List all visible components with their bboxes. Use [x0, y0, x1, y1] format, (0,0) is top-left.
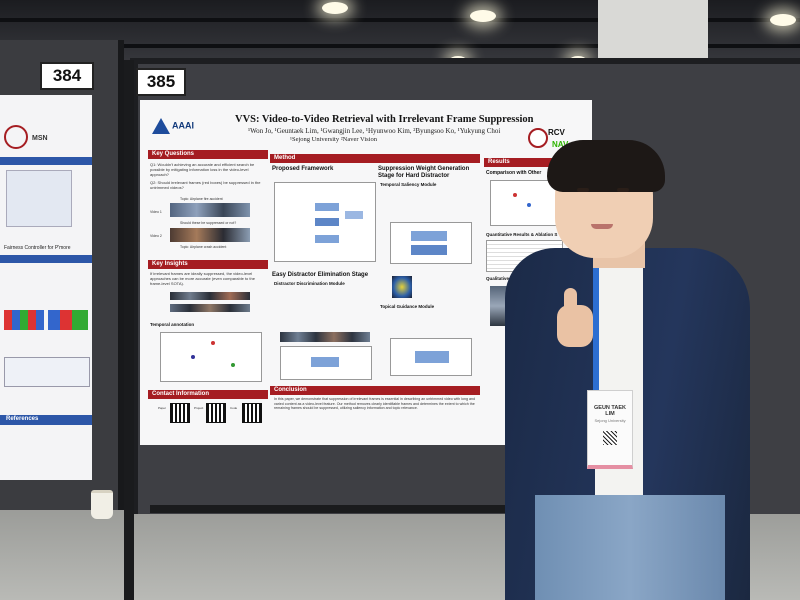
main-board-number: 385: [136, 68, 186, 96]
name-badge: GEUN TAEK LIM Sejong University: [587, 390, 633, 469]
temporal-saliency-heading: Temporal Saliency Module: [380, 182, 437, 187]
question-1: Q1: Wouldn't achieving an accurate and e…: [150, 162, 255, 177]
badge-affiliation: Sejong University: [594, 418, 626, 423]
left-poster-line-figure: [4, 357, 90, 387]
section-method: Method: [270, 154, 480, 163]
thumbs-up-hand-icon: [557, 305, 593, 347]
plot-point: [191, 355, 195, 359]
left-poster-header: [0, 255, 92, 263]
left-poster-bar-figure: [48, 310, 88, 330]
left-poster-logo: MSN: [32, 135, 48, 142]
left-poster-references-heading: References: [6, 416, 39, 422]
conclusion-text: In this paper, we demonstrate that suppr…: [274, 397, 475, 410]
ceiling-lamp: [322, 2, 348, 14]
section-key-questions: Key Questions: [148, 150, 268, 159]
quantitative-heading: Quantitative Results & Ablation S: [486, 232, 558, 237]
ceiling-truss: [0, 44, 800, 48]
video-1-frames: [170, 203, 250, 217]
sejong-seal-icon: [528, 128, 548, 148]
left-poster: MSN Fairness Controller for P'more Refer…: [0, 95, 92, 480]
hair: [547, 140, 665, 192]
smile: [591, 224, 613, 229]
university-seal-icon: [4, 125, 28, 149]
ceiling-lamp: [770, 14, 796, 26]
left-poster-header: [0, 415, 92, 425]
figure-video-2: Video 2: [150, 234, 162, 238]
board-stand: [124, 60, 134, 600]
thumb: [564, 288, 577, 312]
left-poster-caption: Fairness Controller for P'more: [4, 245, 71, 251]
diagram-block: [411, 245, 447, 255]
qr-label: Code: [230, 406, 238, 410]
easy-distractor-heading: Easy Distractor Elimination Stage: [272, 272, 369, 278]
insight-scatter-plot: [160, 332, 262, 382]
aaai-logo: AAAI: [152, 118, 194, 134]
diagram-block: [315, 218, 339, 226]
topical-guidance-heading: Topical Guidance Module: [380, 304, 435, 309]
topical-guidance-diagram: [390, 338, 472, 376]
code-qr-code: [242, 403, 262, 423]
paper-qr-code: [170, 403, 190, 423]
distractor-frames-row: [280, 332, 370, 342]
saliency-heatmap: [392, 276, 412, 298]
section-contact: Contact Information: [148, 390, 268, 399]
ceiling-lamp: [470, 10, 496, 22]
qr-label: Paper: [158, 406, 167, 410]
key-insight-text: If irrelevant frames are ideally suppres…: [150, 271, 255, 286]
diagram-block: [415, 351, 449, 363]
ceiling-truss: [0, 18, 800, 22]
framework-diagram: [274, 182, 376, 262]
jeans: [535, 495, 725, 600]
figure-topic-2: Topic: Airplane crash accident: [180, 245, 227, 249]
question-2: Q2: Should irrelevant frames (red boxes)…: [150, 180, 261, 190]
presenter: GEUN TAEK LIM Sejong University: [495, 140, 765, 600]
plot-point: [513, 193, 517, 197]
proposed-framework-heading: Proposed Framework: [272, 166, 334, 172]
figure-topic-1: Topic: Airplane fire accident: [180, 197, 223, 201]
board-stand: [150, 505, 590, 513]
poster-title: VVS: Video-to-Video Retrieval with Irrel…: [235, 114, 534, 125]
section-results: Results: [484, 158, 564, 167]
distractor-diagram: [280, 346, 372, 380]
figure-question: Should these be suppressed or not?: [180, 221, 237, 225]
diagram-block: [345, 211, 363, 219]
left-poster-figure: [6, 170, 72, 227]
section-key-insights: Key Insights: [148, 260, 268, 269]
rcv-logo: RCV: [548, 128, 565, 137]
paper-cup: [91, 490, 113, 519]
plot-point: [211, 341, 215, 345]
qualitative-heading: Qualitative Results: [486, 276, 527, 281]
figure-video-1: Video 1: [150, 210, 162, 214]
naver-logo: NAV: [552, 140, 569, 149]
insight-frames-row: [170, 292, 250, 300]
diagram-block: [315, 203, 339, 211]
poster-affiliations: ¹Sejong University ²Naver Vision: [290, 136, 377, 143]
diagram-block: [315, 235, 339, 243]
video-2-frames: [170, 228, 250, 242]
distractor-discrimination-heading: Distractor Discrimination Module: [274, 281, 345, 286]
plot-point: [231, 363, 235, 367]
lanyard: [593, 268, 599, 408]
eye: [617, 188, 629, 192]
weight-generation-heading: Suppression Weight Generation Stage for …: [378, 166, 470, 179]
plot-point: [527, 203, 531, 207]
section-conclusion: Conclusion: [270, 386, 480, 395]
comparison-heading: Comparison with Other: [486, 170, 542, 176]
left-poster-bar-figure: [4, 310, 44, 330]
eye: [577, 188, 589, 192]
insight-frames-row: [170, 304, 250, 312]
diagram-block: [411, 231, 447, 241]
poster-authors: ¹Won Jo, ¹Geuntaek Lim, ¹Gwangjin Lee, ¹…: [248, 127, 501, 135]
badge-name: GEUN TAEK LIM: [594, 405, 626, 417]
saliency-diagram: [390, 222, 472, 264]
temporal-annotation-heading: Temporal annotation: [150, 322, 195, 327]
aaai-logo-text: AAAI: [172, 120, 194, 131]
left-board-number: 384: [40, 62, 94, 90]
project-qr-code: [206, 403, 226, 423]
badge-qr-code: [603, 431, 617, 445]
left-poster-header: [0, 157, 92, 165]
diagram-block: [311, 357, 339, 367]
qr-label: Project: [194, 406, 204, 410]
aaai-triangle-icon: [152, 118, 170, 134]
